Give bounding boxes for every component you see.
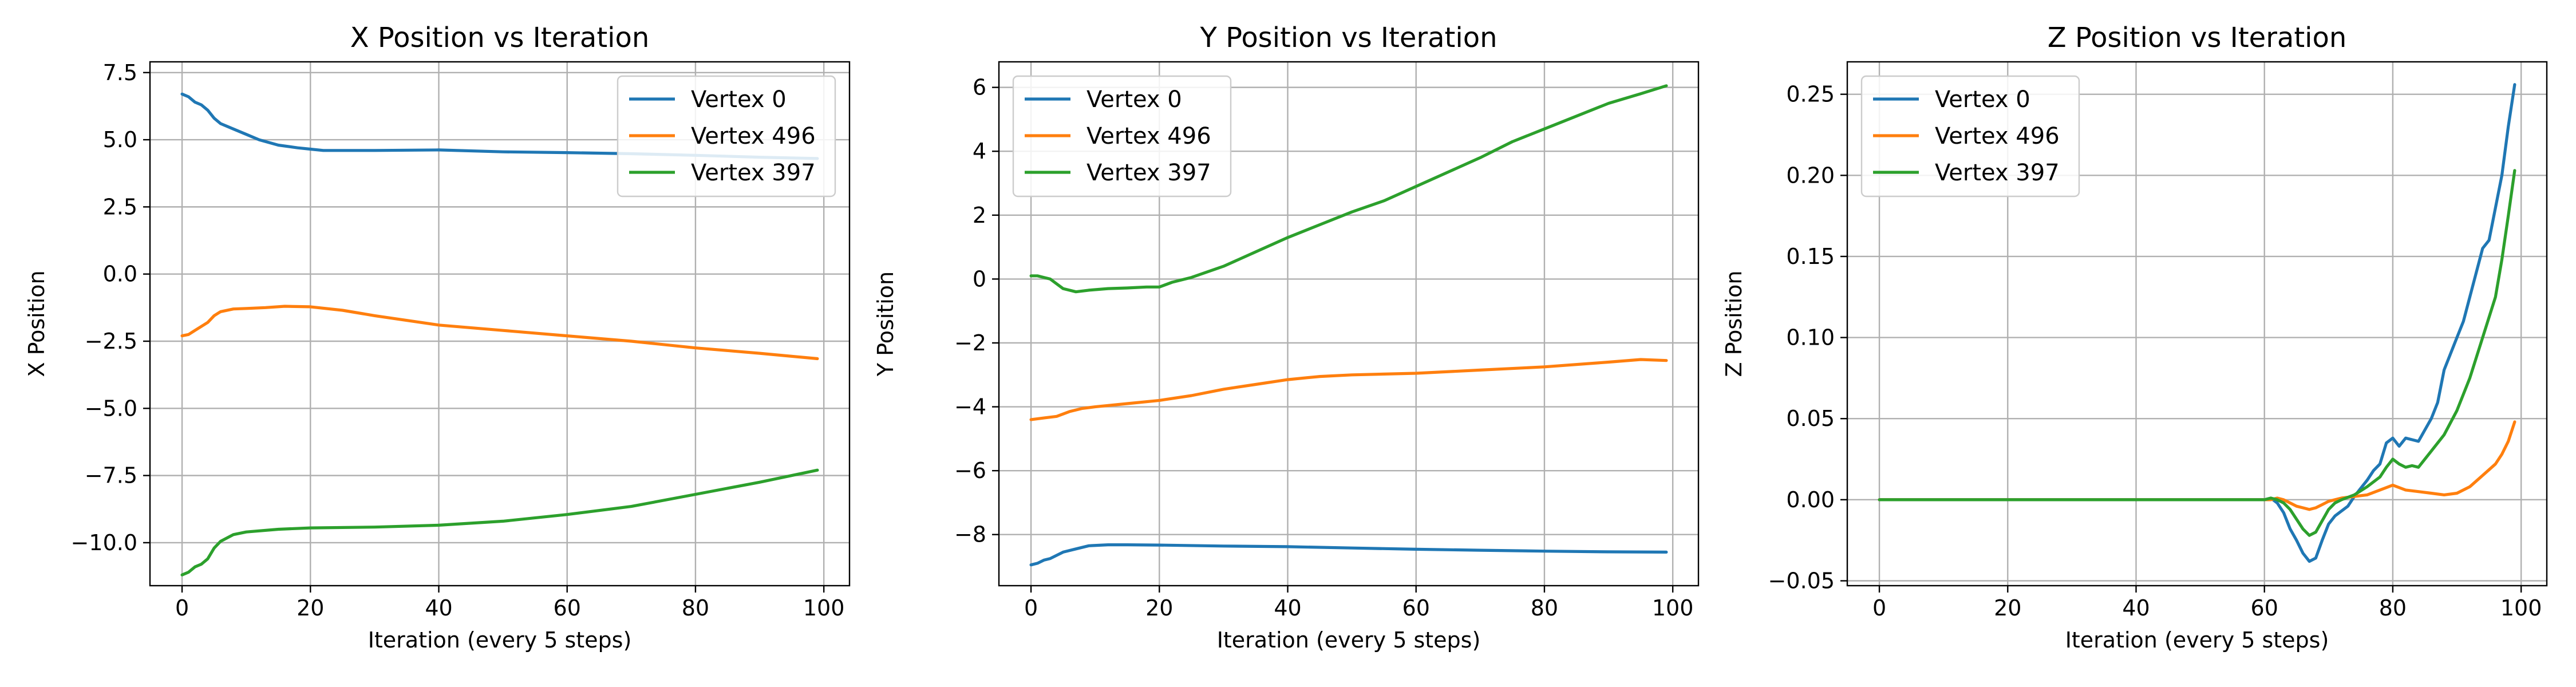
chart-title: X Position vs Iteration [350,22,650,54]
series-line-vertex-0 [1029,543,1668,567]
legend-label: Vertex 0 [1086,86,1182,113]
legend-box [1012,75,1232,198]
x-tick-label: 40 [2122,595,2150,621]
chart-title: Y Position vs Iteration [1200,22,1498,54]
y-tick-label: 0.10 [1786,325,1835,350]
legend-label: Vertex 496 [691,123,816,149]
x-axis-label: Iteration (every 5 steps) [368,627,632,653]
x-tick-label: 60 [1402,595,1430,621]
y-axis-label: Z Position [1721,270,1747,377]
x-tick-label: 0 [1872,595,1886,621]
y-tick-label: −0.05 [1768,568,1835,594]
chart-panel-1: 0 20 40 60 80 100 −8 −6 −4 −2 0 2 4 6 Y Position vs It… [873,22,1700,653]
x-tick-label: 80 [682,595,709,621]
legend-label: Vertex 496 [1086,123,1211,149]
legend-box [617,75,836,198]
legend-label: Vertex 397 [691,160,816,186]
legend-box [1860,75,2080,198]
plot-frame [998,61,1700,587]
legend: Vertex 0 Vertex 496 Vertex 397 [1860,75,2080,198]
y-tick-label: −2.5 [85,329,137,354]
y-tick-label: 4 [973,139,986,164]
x-tick-label: 20 [1994,595,2021,621]
legend: Vertex 0 Vertex 496 Vertex 397 [1012,75,1232,198]
y-tick-label: 2 [973,203,986,228]
legend-label: Vertex 0 [1935,86,2030,113]
y-tick-label: 0.00 [1786,487,1835,512]
chart-panel-2: 0 20 40 60 80 100 −0.05 0.00 0.05 0.10 0.15 0.20 0.2… [1721,22,2548,653]
series-line-vertex-0 [180,92,819,160]
x-tick-label: 0 [1024,595,1038,621]
x-tick-label: 40 [425,595,452,621]
y-tick-label: 0.05 [1786,406,1835,431]
legend-label: Vertex 0 [691,86,787,113]
series-line-vertex-397 [1029,84,1668,294]
series-line-vertex-397 [1878,169,2516,537]
plot-frame [1846,61,2548,587]
y-tick-label: 7.5 [103,60,137,85]
y-tick-label: −2 [954,330,986,356]
y-tick-label: −4 [954,394,986,420]
y-tick-label: −10.0 [71,530,137,555]
x-tick-label: 100 [2500,595,2542,621]
series-line-vertex-397 [180,468,819,577]
x-tick-label: 60 [554,595,581,621]
x-tick-label: 80 [1531,595,1558,621]
y-axis-label: Y Position [873,271,898,377]
x-axis-label: Iteration (every 5 steps) [1217,627,1481,653]
legend-label: Vertex 496 [1935,123,2060,149]
y-tick-label: 0.0 [103,262,137,287]
x-tick-label: 0 [175,595,189,621]
y-tick-label: 0 [973,266,986,291]
y-tick-label: −5.0 [85,396,137,421]
x-tick-label: 20 [1145,595,1173,621]
y-axis-label: X Position [24,270,49,377]
y-tick-label: −8 [954,522,986,547]
series-line-vertex-496 [1029,358,1668,421]
chart-title: Z Position vs Iteration [2048,22,2347,54]
y-tick-label: 0.25 [1786,82,1835,107]
y-tick-label: 5.0 [103,127,137,152]
y-tick-label: 2.5 [103,194,137,219]
x-tick-label: 60 [2251,595,2278,621]
legend-label: Vertex 397 [1935,160,2060,186]
x-axis-label: Iteration (every 5 steps) [2065,627,2329,653]
legend-label: Vertex 397 [1086,160,1211,186]
series-line-vertex-0 [1878,83,2516,563]
series-line-vertex-496 [180,305,819,361]
y-tick-label: 0.15 [1786,244,1835,269]
y-tick-label: 0.20 [1786,163,1835,188]
x-tick-label: 20 [297,595,324,621]
x-tick-label: 100 [803,595,845,621]
x-tick-label: 40 [1274,595,1301,621]
plot-frame [149,61,851,587]
x-tick-label: 100 [1652,595,1694,621]
y-tick-label: 6 [973,75,986,100]
chart-panel-0: 0 20 40 60 80 100 −10.0 −7.5 −5.0 −2.5 0.0 2.5 5.0 7.… [24,22,851,653]
x-tick-label: 80 [2379,595,2407,621]
legend: Vertex 0 Vertex 496 Vertex 397 [617,75,836,198]
y-tick-label: −6 [954,458,986,483]
y-tick-label: −7.5 [85,463,137,488]
